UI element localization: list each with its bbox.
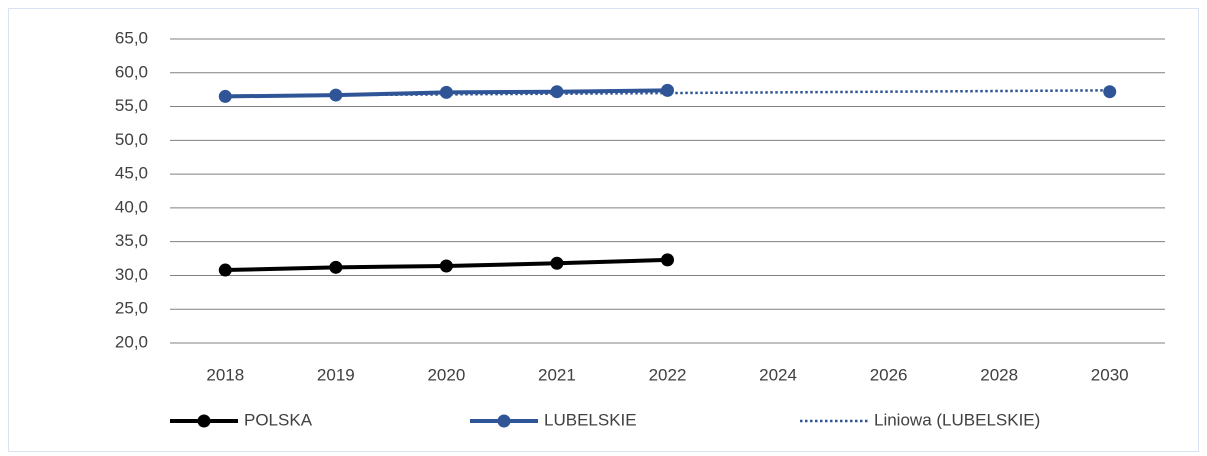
data-point: [661, 83, 674, 97]
data-point: [218, 263, 232, 277]
chart-frame: [8, 8, 1199, 452]
data-point: [1103, 85, 1117, 99]
y-tick-label: 35,0: [115, 231, 148, 250]
y-tick-label: 55,0: [115, 96, 148, 115]
legend-label: POLSKA: [244, 410, 313, 429]
x-tick-label: 2030: [1091, 365, 1129, 384]
x-tick-label: 2020: [427, 365, 465, 384]
y-tick-label: 40,0: [115, 197, 148, 216]
x-tick-label: 2024: [759, 365, 797, 384]
y-tick-label: 20,0: [115, 332, 148, 351]
data-point: [329, 260, 343, 274]
y-tick-label: 45,0: [115, 164, 148, 183]
y-tick-label: 65,0: [115, 28, 148, 47]
x-tick-label: 2028: [980, 365, 1018, 384]
data-point: [439, 85, 453, 99]
x-tick-label: 2021: [538, 365, 576, 384]
legend-marker: [197, 414, 211, 428]
data-point: [661, 253, 674, 267]
y-tick-label: 50,0: [115, 130, 148, 149]
data-point: [550, 256, 564, 270]
x-tick-label: 2018: [206, 365, 244, 384]
data-point: [218, 89, 232, 103]
x-tick-label: 2026: [870, 365, 908, 384]
legend-label: Liniowa (LUBELSKIE): [874, 410, 1040, 429]
y-tick-label: 30,0: [115, 265, 148, 284]
x-tick-label: 2019: [317, 365, 355, 384]
legend-marker: [497, 414, 511, 428]
x-tick-label: 2022: [649, 365, 687, 384]
y-tick-label: 25,0: [115, 299, 148, 318]
y-tick-label: 60,0: [115, 62, 148, 81]
data-point: [550, 85, 564, 99]
legend-label: LUBELSKIE: [544, 410, 637, 429]
data-point: [439, 259, 453, 273]
series-line: [225, 89, 1110, 97]
